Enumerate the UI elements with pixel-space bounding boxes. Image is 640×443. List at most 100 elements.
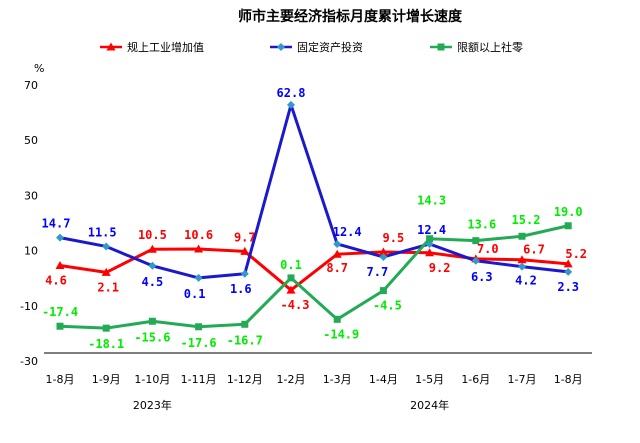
industrial-value-label: 9.7 [234, 230, 256, 244]
x-tick-label: 1-10月 [134, 373, 170, 386]
y-tick-label: -30 [20, 355, 38, 368]
x-tick-label: 1-2月 [277, 373, 306, 386]
fixed-asset-investment-line [59, 103, 569, 280]
legend-marker [437, 43, 445, 51]
industrial-value-label: 7.0 [477, 242, 499, 256]
investment-value-label: 2.3 [557, 280, 579, 294]
data-point-marker [426, 235, 434, 243]
investment-value-label: 12.4 [333, 225, 362, 239]
data-point-marker [56, 233, 64, 242]
data-point-marker [241, 320, 249, 328]
retail-value-label: -16.7 [227, 333, 263, 347]
investment-value-label: 1.6 [230, 282, 252, 296]
investment-value-label: 0.1 [184, 287, 206, 301]
data-point-marker [194, 273, 203, 282]
retail-value-label: 19.0 [554, 205, 583, 219]
industrial-value-label: 2.1 [97, 280, 119, 294]
data-point-marker [240, 269, 249, 278]
data-point-marker [195, 323, 203, 331]
investment-value-label: 6.3 [471, 270, 493, 284]
retail-value-label: 15.2 [512, 213, 541, 227]
x-tick-label: 1-12月 [227, 373, 263, 386]
x-tick-label: 1-11月 [181, 373, 217, 386]
legend-label: 限额以上社零 [457, 40, 523, 54]
retail-value-label: -4.5 [373, 299, 402, 313]
y-tick-label: 10 [24, 245, 38, 258]
industrial-value-added-line [59, 247, 569, 292]
data-point-marker [564, 222, 572, 230]
retail-value-label: 0.1 [280, 258, 302, 272]
data-point-marker [55, 261, 65, 270]
data-point-marker [101, 267, 111, 276]
industrial-value-label: 10.6 [184, 228, 213, 242]
investment-value-label: 7.7 [367, 265, 389, 279]
y-tick-label: 70 [24, 79, 38, 92]
data-point-marker [472, 237, 480, 245]
industrial-value-label: 10.5 [138, 228, 167, 242]
data-point-marker [287, 100, 295, 109]
retail-value-label: -17.6 [181, 336, 217, 350]
data-point-marker [379, 287, 387, 295]
data-point-marker [56, 322, 64, 330]
industrial-value-label: -4.3 [281, 298, 310, 312]
retail-sales-line [59, 224, 569, 330]
y-tick-label: -10 [20, 300, 38, 313]
investment-value-label: 14.7 [42, 217, 71, 231]
year-label: 2023年 [133, 398, 172, 412]
data-point-marker [517, 255, 527, 264]
investment-value-label: 62.8 [277, 86, 306, 100]
industrial-value-label: 5.2 [565, 247, 587, 261]
y-tick-label: 30 [24, 189, 38, 202]
x-tick-label: 1-4月 [369, 373, 398, 386]
data-point-marker [194, 244, 204, 253]
x-tick-label: 1-7月 [508, 373, 537, 386]
data-point-marker [518, 262, 526, 271]
investment-value-label: 4.5 [142, 275, 164, 289]
x-tick-label: 1-8月 [554, 373, 583, 386]
y-axis-ticks: -30 -10 10 30 50 70 [20, 79, 38, 368]
investment-value-label: 11.5 [88, 225, 117, 239]
data-point-marker [425, 248, 435, 257]
industrial-value-label: 9.5 [383, 231, 405, 245]
retail-value-label: 14.3 [417, 194, 446, 208]
data-point-marker [287, 274, 295, 282]
data-point-marker [379, 252, 388, 261]
series-markers [55, 100, 573, 332]
data-point-marker [471, 256, 480, 265]
data-point-marker [563, 259, 573, 268]
year-label: 2024年 [410, 398, 449, 412]
industrial-value-label: 9.2 [429, 261, 451, 275]
data-point-marker [333, 239, 342, 248]
x-tick-label: 1-9月 [92, 373, 121, 386]
industrial-value-label: 8.7 [326, 261, 348, 275]
legend-label: 规上工业增加值 [127, 40, 204, 54]
y-tick-label: 50 [24, 134, 38, 147]
industrial-value-label: 4.6 [45, 274, 67, 288]
industrial-value-label: 6.7 [523, 243, 545, 257]
data-point-marker [148, 317, 156, 325]
data-point-marker [147, 244, 157, 253]
x-axis-ticks: 1-8月 1-9月 1-10月 1-11月 1-12月 1-2月 1-3月 1-4月 1-5月 1… [46, 373, 583, 386]
data-point-marker [332, 249, 342, 258]
legend-marker [277, 43, 285, 51]
data-labels: 4.6 2.1 10.5 10.6 9.7 -4.3 8.7 9.5 9.2 7.0 6.7 5.2 1… [42, 86, 587, 351]
retail-value-label: 13.6 [467, 218, 496, 232]
data-point-marker [102, 324, 110, 332]
legend: 规上工业增加值 固定资产投资 限额以上社零 [100, 40, 523, 54]
y-axis-unit: % [34, 62, 44, 75]
retail-value-label: -15.6 [134, 330, 170, 344]
data-point-marker [148, 261, 157, 270]
data-point-marker [518, 232, 526, 240]
data-point-marker [102, 242, 111, 251]
year-labels: 2023年 2024年 [133, 398, 449, 412]
legend-marker [106, 42, 116, 51]
legend-label: 固定资产投资 [297, 40, 363, 54]
data-point-marker [240, 246, 250, 255]
x-tick-label: 1-6月 [461, 373, 490, 386]
data-point-marker [286, 285, 296, 294]
x-tick-label: 1-8月 [46, 373, 75, 386]
retail-value-label: -18.1 [88, 337, 124, 351]
retail-value-label: -17.4 [42, 305, 78, 319]
retail-value-label: -14.9 [323, 327, 359, 341]
